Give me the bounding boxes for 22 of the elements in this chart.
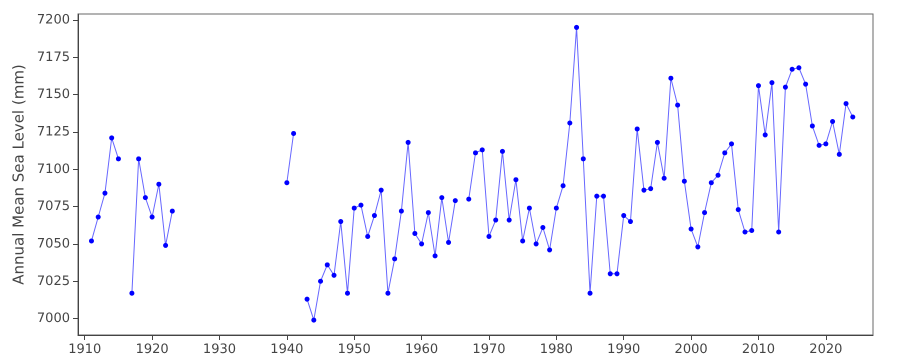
y-tick-label: 7075 — [36, 199, 70, 214]
y-tick-label: 7025 — [36, 274, 70, 289]
x-tick-label: 1990 — [607, 342, 640, 357]
y-tick-label: 7050 — [36, 236, 70, 252]
x-tick-label: 1950 — [338, 342, 371, 357]
x-tick-label: 1940 — [270, 342, 304, 357]
x-tick-label: 1920 — [136, 342, 169, 357]
y-tick-label: 7100 — [36, 162, 70, 177]
x-tick-label: 2020 — [809, 342, 842, 357]
y-tick-label: 7200 — [36, 12, 70, 28]
x-tick-label: 1960 — [405, 342, 438, 357]
y-tick-label: 7000 — [36, 311, 70, 326]
y-tick-label: 7175 — [36, 50, 70, 65]
x-tick-label: 1970 — [472, 342, 506, 357]
y-tick-label: 7150 — [36, 87, 70, 102]
x-tick-label: 1980 — [540, 342, 573, 357]
x-tick-label: 1910 — [68, 342, 102, 357]
y-axis-title: Annual Mean Sea Level (mm) — [10, 64, 28, 285]
x-tick-label: 2000 — [674, 342, 708, 357]
x-tick-label: 1930 — [202, 342, 236, 357]
y-tick-label: 7125 — [36, 124, 70, 140]
x-tick-label: 2010 — [742, 342, 776, 357]
